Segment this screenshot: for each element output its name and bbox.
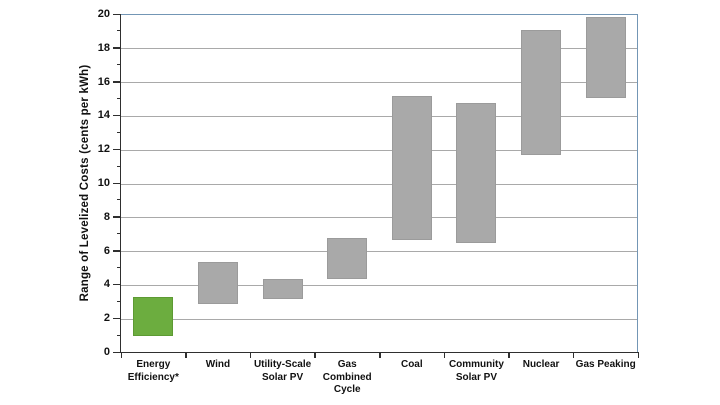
- x-category-label-5: Coal: [400, 359, 423, 370]
- y-tick-label-20: 20: [97, 8, 110, 20]
- y-minor-tick-19: [116, 30, 120, 32]
- y-major-tick-8: [113, 216, 120, 218]
- x-axis-line: [119, 351, 639, 353]
- x-category-label-1: Energy Efficiency*: [127, 359, 179, 383]
- gridline-14: [121, 115, 637, 117]
- y-major-tick-6: [113, 250, 120, 252]
- range-bar-wind: [197, 261, 238, 304]
- y-tick-label-14: 14: [97, 109, 110, 122]
- range-bar-coal: [391, 96, 432, 240]
- gridline-16: [121, 82, 637, 84]
- gridline-4: [121, 284, 637, 286]
- y-tick-label-2: 2: [103, 312, 110, 325]
- gridline-10: [121, 183, 637, 185]
- y-minor-tick-3: [116, 300, 120, 302]
- x-axis-category-labels: Energy Efficiency* Wind Utility-Scale Sola…: [121, 359, 638, 397]
- y-major-tick-0: [113, 351, 120, 353]
- y-tick-label-16: 16: [97, 75, 110, 88]
- y-minor-tick-15: [116, 98, 120, 99]
- x-category-label-6: Community Solar PV: [448, 359, 504, 383]
- gridline-18: [121, 48, 637, 50]
- range-bar-energy-efficiency: [133, 297, 174, 337]
- x-tick-3: [314, 353, 316, 358]
- x-tick-6: [508, 353, 510, 358]
- gridline-8: [121, 217, 637, 219]
- y-major-tick-4: [113, 283, 120, 286]
- x-category-label-2: Wind: [205, 359, 231, 370]
- range-bar-community-solar-pv: [456, 102, 497, 244]
- x-category-label-8: Gas Peaking: [575, 359, 636, 370]
- x-category-label-4: Gas Combined Cycle: [322, 359, 372, 395]
- y-major-tick-20: [113, 13, 120, 15]
- range-bar-utility-scale-solar-pv: [262, 278, 303, 299]
- plot-area: [121, 14, 638, 352]
- y-major-tick-18: [113, 47, 120, 49]
- y-tick-label-10: 10: [97, 177, 110, 189]
- y-minor-tick-13: [116, 131, 120, 133]
- x-tick-0: [120, 353, 122, 358]
- y-axis-line: [119, 14, 121, 352]
- y-tick-label-6: 6: [103, 244, 110, 257]
- y-tick-label-8: 8: [103, 210, 110, 223]
- x-tick-4: [379, 353, 381, 358]
- x-tick-2: [249, 353, 252, 358]
- range-bar-gas-peaking: [585, 16, 626, 98]
- y-tick-label-4: 4: [103, 278, 110, 291]
- y-minor-tick-17: [116, 64, 120, 66]
- x-tick-1: [185, 353, 187, 358]
- y-tick-label-18: 18: [97, 41, 110, 54]
- y-minor-tick-5: [116, 267, 120, 268]
- y-minor-tick-7: [116, 233, 120, 235]
- x-category-label-3: Utility-Scale Solar PV: [253, 359, 312, 383]
- y-major-tick-14: [113, 114, 120, 117]
- y-major-tick-12: [113, 148, 120, 151]
- y-major-tick-10: [113, 182, 120, 184]
- x-tick-7: [572, 353, 575, 358]
- x-category-label-7: Nuclear: [522, 359, 560, 370]
- gridline-12: [121, 149, 637, 151]
- y-minor-tick-9: [116, 199, 120, 201]
- y-tick-label-0: 0: [103, 346, 110, 358]
- y-major-tick-16: [113, 81, 120, 83]
- y-minor-tick-11: [116, 165, 120, 167]
- gridline-6: [121, 251, 637, 253]
- y-tick-label-12: 12: [97, 143, 110, 156]
- y-major-tick-2: [113, 317, 120, 320]
- gridline-2: [121, 318, 637, 320]
- y-minor-tick-1: [116, 334, 120, 336]
- x-tick-8: [637, 353, 639, 358]
- range-bar-gas-combined-cycle: [327, 238, 368, 279]
- range-bar-nuclear: [521, 30, 562, 156]
- x-tick-5: [443, 353, 446, 358]
